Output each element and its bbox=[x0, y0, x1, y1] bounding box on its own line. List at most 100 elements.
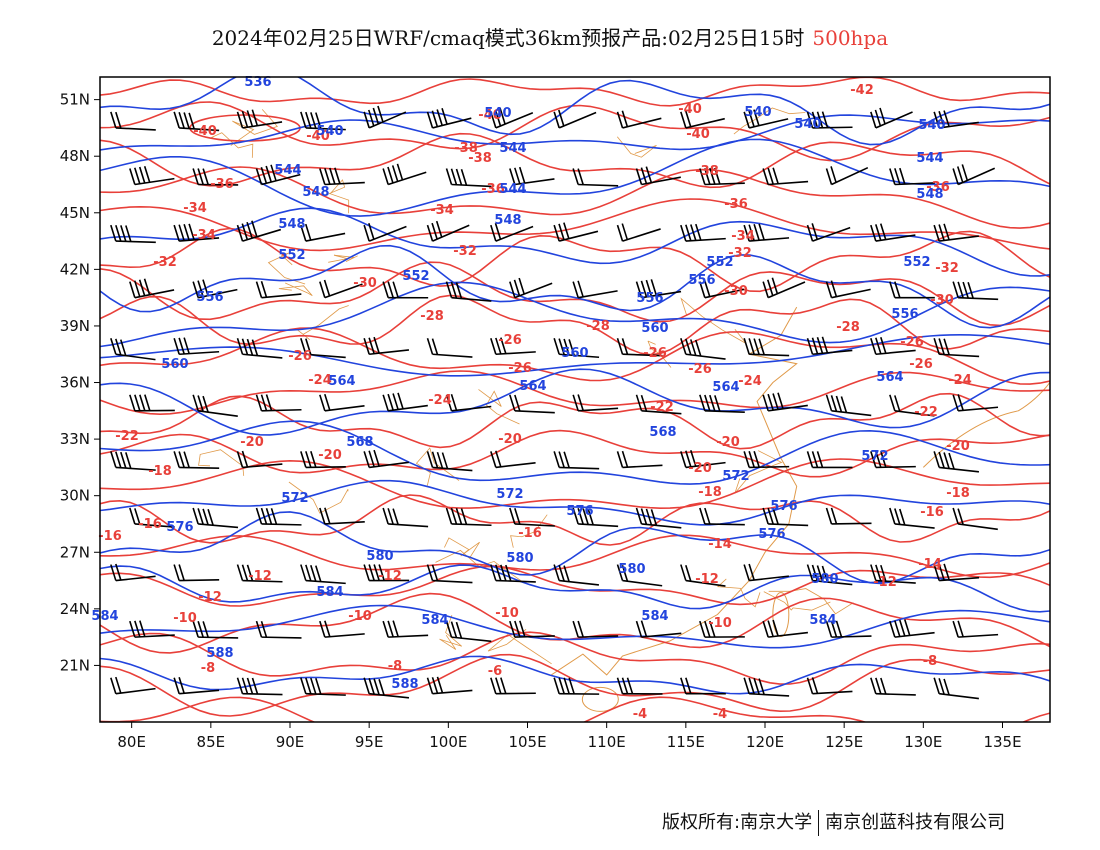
temperature-label: -34 bbox=[192, 228, 216, 243]
temperature-isotherm bbox=[100, 696, 1050, 722]
temperature-label: -38 bbox=[454, 141, 478, 156]
boundary-line bbox=[328, 254, 358, 263]
height-contour bbox=[100, 77, 1050, 146]
height-label: 560 bbox=[161, 357, 188, 372]
wind-barb bbox=[382, 281, 429, 299]
temperature-label: -28 bbox=[586, 319, 610, 334]
wind-barb bbox=[300, 111, 346, 131]
boundary-line bbox=[478, 389, 520, 425]
temperature-label: -12 bbox=[378, 569, 402, 584]
temperature-label: -26 bbox=[508, 361, 532, 376]
wind-barb bbox=[699, 394, 745, 414]
temperature-label: -22 bbox=[914, 405, 938, 420]
wind-barb bbox=[363, 677, 410, 699]
temperature-isotherm bbox=[100, 565, 1050, 607]
boundary-line bbox=[510, 514, 548, 548]
height-label: 584 bbox=[641, 609, 668, 624]
wind-barb bbox=[509, 394, 555, 414]
temperature-label: -32 bbox=[728, 246, 752, 261]
boundary-line bbox=[415, 447, 460, 486]
temperature-label: -20 bbox=[946, 439, 970, 454]
temperature-label: -20 bbox=[688, 461, 712, 476]
wind-barb bbox=[319, 279, 363, 299]
temperature-label: -8 bbox=[923, 654, 937, 669]
wind-barb bbox=[933, 223, 979, 242]
temperature-label: -4 bbox=[633, 707, 647, 722]
temperature-label: -32 bbox=[935, 261, 959, 276]
temperature-label: -14 bbox=[708, 537, 732, 552]
wind-barb bbox=[300, 677, 346, 696]
temperature-isotherm bbox=[100, 429, 1050, 478]
wind-barb bbox=[319, 393, 365, 412]
wind-barb bbox=[363, 105, 407, 129]
wind-barb bbox=[933, 110, 979, 129]
wind-barb bbox=[572, 168, 619, 187]
y-tick-label: 48N bbox=[60, 147, 90, 165]
wind-barb bbox=[825, 280, 871, 299]
wind-barb bbox=[382, 620, 429, 638]
temperature-label: -6 bbox=[488, 664, 502, 679]
height-label: 580 bbox=[811, 572, 838, 587]
temperature-label: -36 bbox=[926, 180, 950, 195]
wind-barb bbox=[870, 107, 913, 129]
temperature-label: -38 bbox=[468, 151, 492, 166]
temperature-label: -34 bbox=[731, 229, 755, 244]
height-contour bbox=[100, 281, 1050, 348]
temperature-isotherm bbox=[100, 294, 1050, 356]
y-tick-label: 39N bbox=[60, 317, 90, 335]
height-contour bbox=[100, 114, 1050, 151]
wind-barb bbox=[952, 620, 999, 638]
temperature-label: -10 bbox=[708, 616, 732, 631]
wind-barb bbox=[236, 337, 283, 359]
wind-barb bbox=[173, 223, 220, 242]
wind-barb bbox=[680, 223, 726, 242]
height-contour bbox=[100, 244, 1050, 329]
wind-barb bbox=[933, 563, 980, 582]
wind-barb bbox=[889, 619, 935, 638]
temperature-label: -30 bbox=[930, 293, 954, 308]
wind-barb bbox=[762, 167, 809, 186]
wind-barb bbox=[762, 619, 808, 638]
wind-barb bbox=[553, 222, 599, 242]
temperature-label: -40 bbox=[478, 108, 502, 123]
temperature-label: -10 bbox=[173, 611, 197, 626]
wind-barb bbox=[192, 168, 239, 186]
temperature-label: -8 bbox=[201, 661, 215, 676]
height-label: 572 bbox=[861, 449, 888, 464]
wind-barb bbox=[572, 620, 619, 638]
wind-barb bbox=[110, 111, 156, 131]
height-label: 584 bbox=[316, 585, 343, 600]
wind-barb bbox=[952, 164, 996, 186]
wind-barb bbox=[426, 676, 473, 695]
wind-barb bbox=[762, 507, 809, 527]
wind-barb bbox=[699, 167, 745, 186]
height-contour bbox=[100, 420, 1050, 485]
temperature-label: -20 bbox=[318, 448, 342, 463]
temperature-label: -22 bbox=[115, 429, 139, 444]
temperature-label: -24 bbox=[308, 373, 332, 388]
boundary-line bbox=[278, 282, 313, 297]
wind-barb bbox=[300, 337, 346, 359]
height-contour bbox=[100, 604, 1050, 649]
wind-barb bbox=[616, 110, 662, 129]
temperature-label: -32 bbox=[153, 255, 177, 270]
wind-barb bbox=[255, 280, 302, 299]
temperature-label: -16 bbox=[920, 505, 944, 520]
wind-barb bbox=[933, 677, 979, 700]
height-label: 548 bbox=[302, 185, 329, 200]
height-label: 572 bbox=[496, 487, 523, 502]
boundary-line bbox=[267, 252, 306, 285]
x-tick-label: 120E bbox=[746, 733, 784, 751]
wind-barb bbox=[699, 280, 745, 299]
temperature-label: -26 bbox=[288, 349, 312, 364]
height-label: 588 bbox=[206, 646, 233, 661]
wind-barb bbox=[933, 451, 980, 473]
wind-barb bbox=[635, 394, 682, 415]
y-tick-label: 33N bbox=[60, 430, 90, 448]
wind-barb bbox=[363, 223, 407, 242]
wind-barb bbox=[110, 563, 156, 582]
wind-barb bbox=[129, 278, 175, 299]
wind-barb bbox=[110, 451, 156, 471]
temperature-label: -18 bbox=[698, 485, 722, 500]
height-label: 560 bbox=[561, 346, 588, 361]
